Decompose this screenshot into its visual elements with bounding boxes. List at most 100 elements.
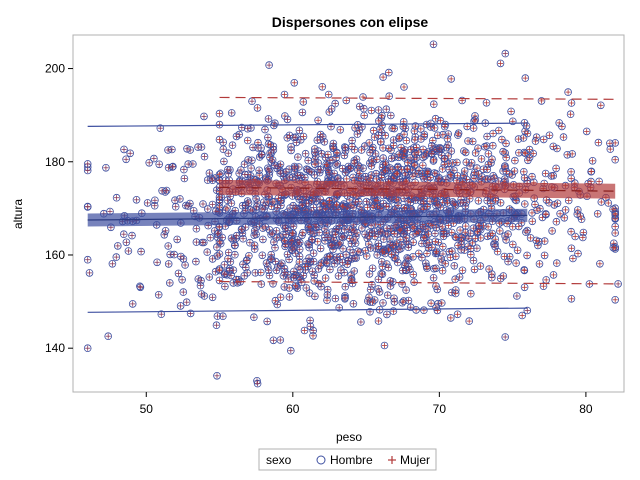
data-point-circle [451,202,460,210]
data-point-plus [469,240,475,246]
data-point-plus [342,144,348,150]
chart-title: Dispersones con elipse [272,14,429,30]
data-point-plus [529,210,535,216]
data-point-plus [225,150,231,156]
data-point-circle [340,151,349,160]
data-point-plus [416,250,422,256]
data-point-plus [410,271,416,278]
data-point-circle [466,289,475,298]
data-point-circle [85,269,94,277]
data-point-plus [528,235,534,241]
data-point-plus [216,239,223,245]
data-point-plus [612,157,618,163]
data-point-plus [154,259,160,265]
data-point-plus [296,164,302,170]
data-point-circle [379,299,387,307]
data-point-circle [406,154,414,162]
data-point-circle [395,134,403,143]
data-point-plus [490,130,496,137]
data-point-circle [410,136,419,144]
data-point-circle [456,226,464,234]
data-point-circle [395,133,404,141]
data-point-circle [153,258,161,267]
data-point-plus [568,245,574,251]
data-point-circle [451,200,459,209]
data-point-plus [449,248,455,254]
data-point-plus [452,234,458,240]
data-point-plus [221,262,227,268]
data-point-circle [398,280,406,288]
data-point-circle [502,236,510,244]
data-point-plus [412,137,418,143]
data-point-circle [345,196,354,204]
data-point-plus [457,227,463,233]
data-point-circle [299,98,308,106]
data-point-plus [495,249,501,255]
data-point-plus [125,248,131,254]
data-point-circle [448,159,457,167]
data-point-plus [233,133,240,139]
data-point-plus [340,246,346,252]
data-point-circle [186,309,195,318]
data-point-plus [471,266,478,272]
data-point-circle [217,169,225,178]
data-point-circle [154,290,163,299]
data-point-plus [477,263,483,269]
data-point-circle [137,247,145,256]
data-point-circle [549,142,558,151]
data-point-plus [137,283,143,289]
data-point-plus [598,102,604,108]
data-point-plus [214,373,220,379]
data-point-plus [166,261,172,267]
data-point-circle [120,230,128,239]
data-point-plus [450,160,456,166]
data-point-plus [418,136,424,142]
data-point-circle [342,251,350,259]
data-point-plus [185,161,191,167]
data-point-plus [216,122,223,128]
data-point-plus [339,234,345,240]
data-point-circle [341,282,350,291]
data-point-plus [595,211,601,217]
data-point-circle [474,144,482,153]
data-point-circle [316,244,325,253]
data-point-circle [552,259,561,267]
data-point-circle [253,104,262,112]
data-point-plus [462,168,468,174]
data-point-circle [174,269,183,278]
data-point-circle [285,255,293,264]
data-point-circle [512,259,520,267]
data-point-circle [340,143,349,151]
data-point-plus [490,143,496,149]
data-point-plus [368,245,374,251]
data-point-circle [180,174,189,183]
data-point-plus [343,252,349,258]
data-point-circle [579,228,588,237]
data-point-plus [214,231,220,237]
data-point-circle [273,203,282,212]
data-point-circle [611,229,619,237]
data-point-plus [550,143,556,149]
data-point-plus [560,134,567,140]
data-point-circle [156,124,165,132]
data-point-circle [263,164,272,173]
data-point-circle [567,244,576,253]
data-point-plus [366,241,372,247]
data-point-plus [543,170,549,177]
data-point-plus [554,260,560,266]
data-point-circle [213,243,221,251]
data-point-plus [254,200,260,206]
data-point-circle [418,161,427,170]
data-point-plus [175,270,182,276]
data-point-circle [227,109,236,117]
data-point-circle [246,238,254,247]
data-point-circle [232,132,241,141]
data-point-plus [179,277,185,283]
data-point-plus [332,295,338,302]
data-point-plus [247,240,253,246]
data-point-plus [413,307,419,313]
data-point-circle [309,249,318,258]
data-point-plus [210,256,216,262]
data-point-circle [366,307,374,316]
data-point-circle [548,227,556,235]
